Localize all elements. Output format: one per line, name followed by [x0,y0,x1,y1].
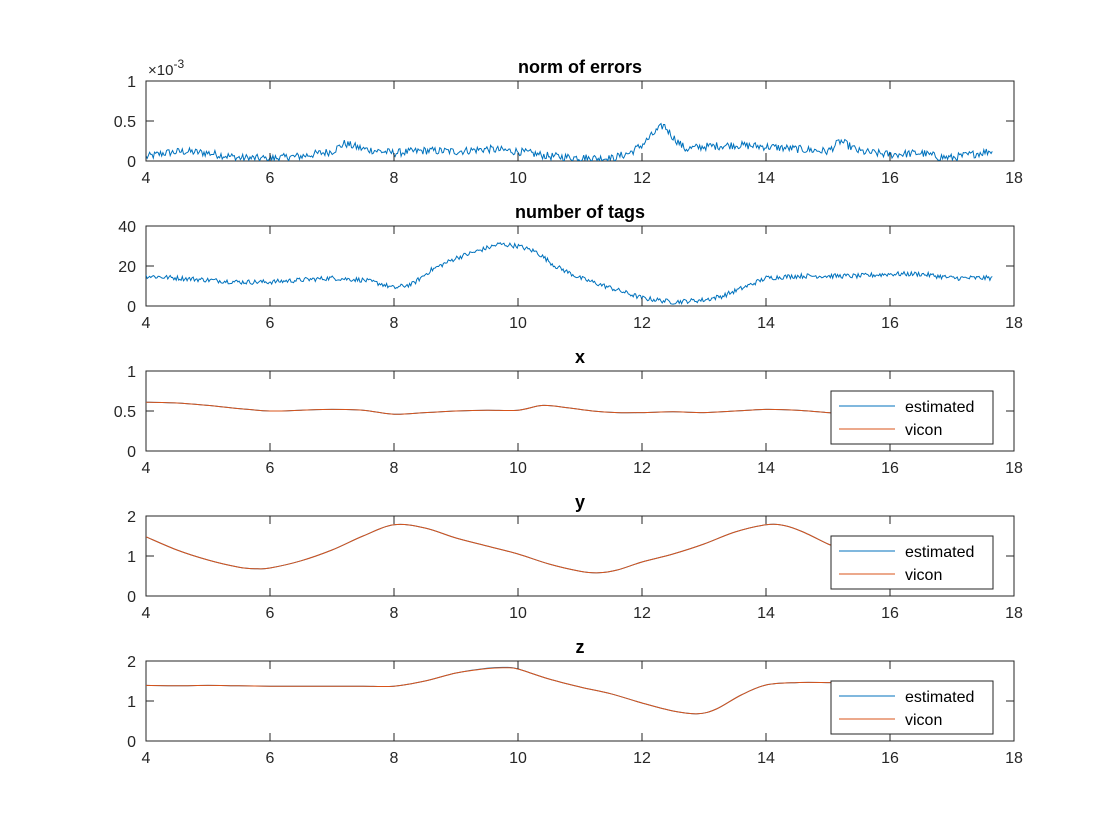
legend-label-estimated: estimated [905,399,974,416]
series-line-vicon [146,523,835,574]
series-line-vicon [146,401,835,415]
x-tick-label: 12 [633,460,651,477]
y-tick-label: 2 [127,509,136,526]
x-tick-label: 6 [266,460,275,477]
x-tick-label: 10 [509,170,527,187]
x-tick-label: 16 [881,170,899,187]
x-tick-label: 16 [881,460,899,477]
axes-box [145,80,1015,162]
x-tick-label: 8 [390,170,399,187]
y-tick-label: 0.5 [114,404,136,421]
x-tick-label: 12 [633,315,651,332]
x-tick-label: 16 [881,605,899,622]
legend-label-vicon: vicon [905,712,942,729]
x-tick-label: 6 [266,605,275,622]
x-tick-label: 6 [266,315,275,332]
legend: estimated vicon [830,390,994,445]
x-tick-label: 10 [509,315,527,332]
y-tick-label: 20 [118,259,136,276]
x-tick-label: 10 [509,750,527,767]
subplot-title: norm of errors [518,57,642,77]
axes-box [145,225,1015,307]
x-tick-label: 14 [757,750,775,767]
x-tick-label: 8 [390,315,399,332]
y-tick-label: 1 [127,74,136,91]
x-tick-label: 8 [390,750,399,767]
subplot-number-of-tags: 4 6 8 10 12 14 16 18 0 20 40 number of tags [118,202,1023,332]
x-tick-label: 12 [633,750,651,767]
y-tick-label: 40 [118,219,136,236]
x-tick-label: 6 [266,750,275,767]
x-tick-label: 4 [142,315,151,332]
y-tick-label: 1 [127,694,136,711]
legend-label-vicon: vicon [905,422,942,439]
x-tick-label: 10 [509,605,527,622]
x-tick-label: 18 [1005,170,1023,187]
y-tick-label: 0 [127,154,136,171]
series-line-vicon [146,667,835,715]
x-tick-label: 18 [1005,750,1023,767]
subplot-x: 4 6 8 10 12 14 16 18 0 0.5 1 x estimated vicon [114,347,1023,477]
subplot-title: z [576,637,585,657]
series-line-data [146,122,993,161]
x-tick-label: 18 [1005,315,1023,332]
x-tick-label: 4 [142,170,151,187]
legend-box [830,680,994,735]
y-tick-label: 0 [127,299,136,316]
legend-label-estimated: estimated [905,689,974,706]
x-tick-label: 14 [757,170,775,187]
x-tick-label: 6 [266,170,275,187]
x-tick-label: 8 [390,605,399,622]
x-tick-label: 18 [1005,460,1023,477]
x-tick-label: 4 [142,460,151,477]
x-tick-label: 4 [142,605,151,622]
y-tick-label: 1 [127,364,136,381]
y-tick-label: 2 [127,654,136,671]
y-exponent-label: ×10-3 [148,57,184,79]
x-tick-label: 8 [390,460,399,477]
legend-label-estimated: estimated [905,544,974,561]
x-tick-label: 16 [881,315,899,332]
legend: estimated vicon [830,535,994,590]
x-tick-label: 14 [757,605,775,622]
subplot-title: y [575,492,585,512]
legend-label-vicon: vicon [905,567,942,584]
legend: estimated vicon [830,680,994,735]
x-tick-label: 14 [757,460,775,477]
subplot-title: number of tags [515,202,645,222]
legend-box [830,390,994,445]
x-tick-label: 12 [633,170,651,187]
series-line-data [146,241,993,306]
x-tick-label: 10 [509,460,527,477]
y-tick-label: 0 [127,589,136,606]
y-tick-label: 0 [127,734,136,751]
y-tick-label: 0 [127,444,136,461]
x-tick-label: 4 [142,750,151,767]
x-tick-label: 12 [633,605,651,622]
subplot-norm-of-errors: 4 6 8 10 12 14 16 18 0 0.5 1 ×10-3 norm of errors [114,57,1023,187]
subplot-title: x [575,347,585,367]
x-tick-label: 14 [757,315,775,332]
y-tick-label: 1 [127,549,136,566]
x-tick-label: 16 [881,750,899,767]
legend-box [830,535,994,590]
x-tick-label: 18 [1005,605,1023,622]
y-tick-label: 0.5 [114,114,136,131]
